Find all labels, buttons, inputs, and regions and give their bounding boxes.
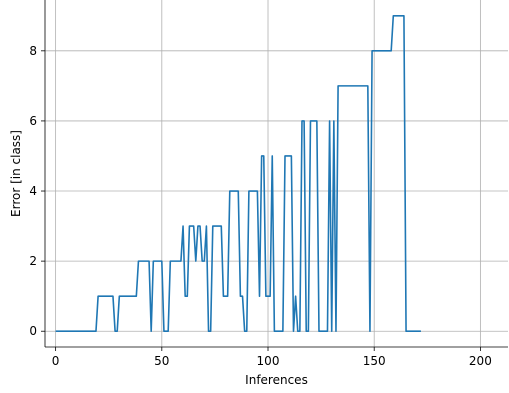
y-tick-label: 2 bbox=[29, 254, 37, 268]
series-group bbox=[55, 14, 421, 333]
series-line bbox=[55, 14, 421, 333]
y-axis-label: Error [in class] bbox=[9, 130, 23, 217]
x-tick-label: 150 bbox=[363, 354, 386, 368]
y-tick-label: 0 bbox=[29, 324, 37, 338]
axis-ticks: 0 50 100 150 200 0 2 4 6 8 bbox=[29, 44, 491, 368]
y-tick-label: 6 bbox=[29, 114, 37, 128]
y-tick-label: 4 bbox=[29, 184, 37, 198]
y-tick-label: 8 bbox=[29, 44, 37, 58]
axis-spines bbox=[44, 0, 508, 348]
x-tick-label: 100 bbox=[257, 354, 280, 368]
x-tick-label: 200 bbox=[469, 354, 492, 368]
x-tick-label: 50 bbox=[154, 354, 169, 368]
grid-lines bbox=[45, 0, 508, 347]
x-axis-label: Inferences bbox=[245, 373, 308, 387]
x-tick-label: 0 bbox=[52, 354, 60, 368]
